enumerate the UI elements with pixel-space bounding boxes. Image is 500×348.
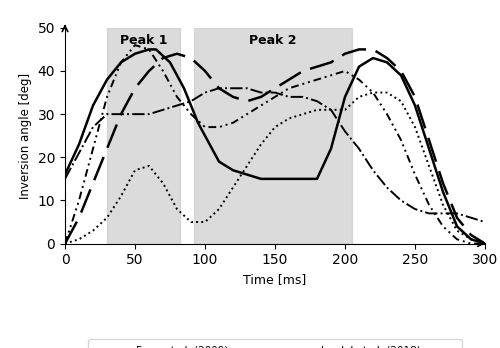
Legend: Fong et al. (2009), Kristianslund et al. (2011), Gehring et al. (2013), Lysdal e: Fong et al. (2009), Kristianslund et al.… — [88, 339, 462, 348]
Text: Peak 1: Peak 1 — [120, 34, 167, 47]
Y-axis label: Inversion angle [deg]: Inversion angle [deg] — [19, 73, 32, 199]
X-axis label: Time [ms]: Time [ms] — [244, 273, 306, 286]
Text: Peak 2: Peak 2 — [249, 34, 296, 47]
Bar — [194, 28, 352, 244]
Bar — [107, 28, 180, 244]
